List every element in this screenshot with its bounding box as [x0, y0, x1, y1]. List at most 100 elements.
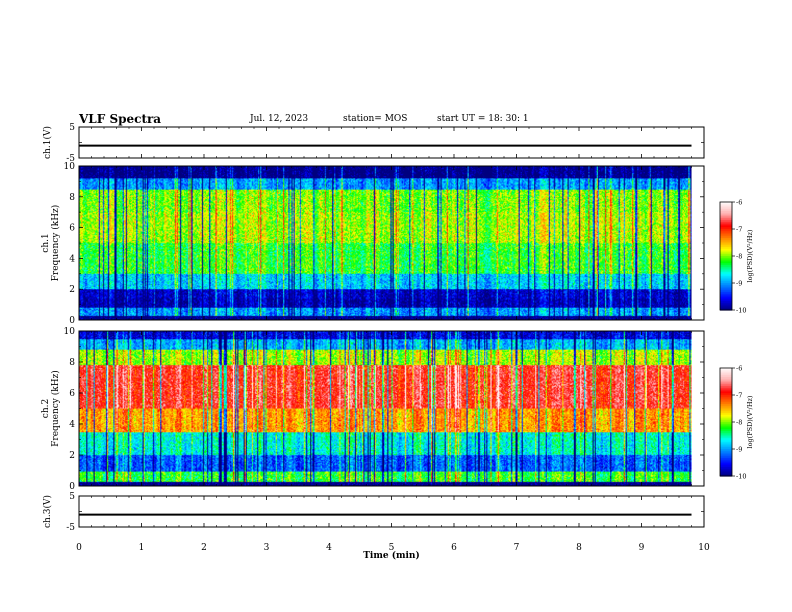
colorbar-segment — [720, 404, 732, 407]
colorbar-segment — [720, 205, 732, 208]
colorbar-segment — [720, 248, 732, 252]
colorbar-segment — [720, 306, 732, 309]
colorbar-segment — [720, 263, 732, 266]
colorbar-segment — [720, 257, 732, 261]
x-tick-label: 3 — [264, 543, 270, 553]
colorbar-segment — [720, 436, 732, 439]
y-tick-label: 4 — [69, 254, 75, 264]
y-axis-label: Frequency (kHz) — [50, 370, 61, 447]
colorbar-segment — [720, 413, 732, 416]
colorbar-segment — [720, 261, 732, 264]
colorbar-segment — [720, 449, 732, 452]
colorbar-segment — [720, 247, 732, 250]
colorbar-segment — [720, 295, 732, 298]
colorbar-segment — [720, 369, 732, 373]
spectrogram-ch1 — [79, 166, 704, 320]
y-tick-label: 10 — [64, 327, 76, 337]
colorbar-segment — [720, 445, 732, 448]
y-tick-label: 10 — [64, 162, 76, 172]
labels-layer: -6 -7 -8 -9 -10 log(PSD)(V²/Hz) -6 -7 -8 -9 -10 log… — [41, 123, 754, 561]
colorbar-segment — [720, 431, 732, 434]
y-tick-label: 5 — [69, 492, 75, 502]
y-tick-label: 2 — [69, 451, 75, 461]
colorbar-segment — [720, 427, 732, 430]
colorbar-segment — [720, 275, 732, 279]
colorbar-tick-label: -9 — [736, 446, 742, 454]
colorbar-segment — [720, 236, 732, 239]
colorbar-segment — [720, 429, 732, 432]
colorbar-segment — [720, 272, 732, 275]
colorbar-segment — [720, 395, 732, 398]
colorbar-tick-label: -8 — [736, 253, 742, 261]
y-tick-label: 5 — [69, 123, 75, 133]
axes-layer — [78, 126, 735, 528]
colorbar-tick-label: -7 — [736, 392, 742, 400]
colorbar-segment — [720, 371, 732, 374]
colorbar-segment — [720, 223, 732, 226]
colorbar-segment — [720, 268, 732, 271]
colorbar-segment — [720, 254, 732, 257]
colorbar-tick-label: -6 — [736, 365, 742, 373]
start-time-label: start UT = 18: 30: 1 — [437, 114, 529, 124]
colorbar-segment — [720, 221, 732, 225]
panel-frame-1 — [78, 126, 705, 159]
colorbar-segment — [720, 470, 732, 473]
colorbar-tick-label: -8 — [736, 419, 742, 427]
x-tick-label: 0 — [76, 543, 82, 553]
colorbar-segment — [720, 434, 732, 437]
y-axis-label: ch.1 — [41, 233, 51, 252]
colorbar-segment — [720, 243, 732, 246]
y-tick-label: 0 — [69, 316, 75, 326]
colorbar-segment — [720, 270, 732, 273]
colorbar-segment — [720, 465, 732, 468]
colorbar-segment — [720, 456, 732, 459]
spectrogram-images — [79, 166, 732, 486]
colorbar-segment — [720, 452, 732, 455]
y-tick-label: 0 — [69, 482, 75, 492]
panel-frame-4 — [78, 495, 705, 528]
x-tick-label: 4 — [326, 543, 332, 553]
colorbar-segment — [720, 382, 732, 385]
y-axis-label: Frequency (kHz) — [50, 205, 61, 282]
colorbar-segment — [720, 375, 732, 378]
colorbar-segment — [720, 229, 732, 232]
colorbar-segment — [720, 220, 732, 223]
y-axis-label: ch.1(V) — [42, 126, 53, 159]
colorbar-segment — [720, 474, 732, 477]
y-tick-label: 8 — [69, 193, 75, 203]
colorbar-segment — [720, 441, 732, 445]
colorbar-segment — [720, 378, 732, 382]
colorbar-segment — [720, 443, 732, 446]
colorbar-segment — [720, 279, 732, 282]
colorbar-segment — [720, 458, 732, 461]
colorbar-segment — [720, 225, 732, 228]
colorbar-segment — [720, 239, 732, 243]
colorbar-segment — [720, 299, 732, 302]
colorbar-segment — [720, 459, 732, 463]
colorbar-segment — [720, 463, 732, 466]
colorbar-segment — [720, 386, 732, 389]
colorbar-segment — [720, 422, 732, 425]
colorbar-segment — [720, 472, 732, 475]
colorbar-segment — [720, 387, 732, 391]
colorbar-segment — [720, 245, 732, 248]
colorbar-segment — [720, 274, 732, 277]
colorbar-segment — [720, 216, 732, 219]
colorbar-segment — [720, 423, 732, 427]
colorbar-segment — [720, 389, 732, 392]
x-tick-label: 2 — [201, 543, 207, 553]
x-tick-label: 10 — [698, 543, 710, 553]
colorbar-segment — [720, 227, 732, 230]
colorbar-segment — [720, 409, 732, 412]
colorbar-segment — [720, 373, 732, 376]
colorbar-segment — [720, 454, 732, 457]
x-tick-label: 5 — [389, 543, 395, 553]
colorbar-segment — [720, 432, 732, 436]
colorbar-segment — [720, 256, 732, 259]
colorbar-segment — [720, 384, 732, 387]
y-tick-label: 2 — [69, 285, 75, 295]
colorbar-segment — [720, 277, 732, 280]
colorbar-segment — [720, 402, 732, 405]
colorbar-segment — [720, 418, 732, 421]
colorbar-segment — [720, 400, 732, 403]
